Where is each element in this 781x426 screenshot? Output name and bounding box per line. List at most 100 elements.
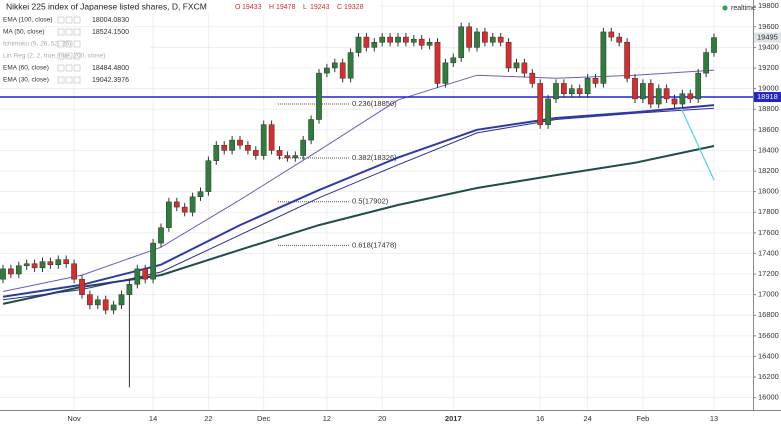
candle-body: [513, 62, 520, 69]
legend-icon: [65, 76, 73, 84]
candle-body: [529, 72, 536, 84]
candle-body: [616, 36, 623, 43]
candle-body: [347, 52, 354, 79]
candle-body: [663, 88, 670, 100]
candle-body: [624, 41, 630, 79]
candle-body: [545, 98, 551, 125]
candle-body: [47, 261, 54, 265]
candle-body: [308, 119, 314, 141]
legend-icon: [65, 52, 73, 60]
candle-body: [426, 41, 433, 46]
candle-body: [292, 155, 299, 158]
candle-body: [213, 145, 220, 161]
candle-body: [482, 31, 488, 43]
candle-body: [387, 36, 393, 43]
legend-row-bg: [0, 75, 150, 85]
candle-body: [355, 36, 362, 53]
candle-body: [8, 268, 14, 275]
candle-body: [576, 88, 583, 94]
ma-line: [2, 107, 715, 301]
legend-icon: [73, 76, 81, 84]
candle-body: [63, 259, 70, 264]
candle-body: [640, 83, 646, 100]
candle-body: [379, 36, 386, 43]
legend-name: EMA (60, close): [3, 65, 49, 72]
candle-body: [410, 38, 417, 43]
candle-body: [110, 304, 117, 311]
legend-row-bg: [0, 27, 150, 37]
candle-body: [166, 201, 172, 228]
hline-tag: [754, 92, 781, 103]
candle-body: [687, 93, 694, 100]
candle-body: [142, 268, 149, 280]
candle-body: [23, 263, 30, 267]
candle-body: [521, 62, 528, 74]
y-tick-label: 17800: [758, 207, 779, 216]
fib-label: 0.382(18326): [352, 153, 397, 162]
x-tick-label: 2017: [445, 414, 462, 423]
candle-body: [300, 139, 307, 156]
candle-body: [15, 265, 22, 275]
legend-hidden: Lin Reg (2, 2, true, true, 200, close): [3, 53, 105, 60]
candle-body: [150, 242, 156, 280]
x-tick-label: 20: [378, 414, 386, 423]
legend-icon: [73, 16, 81, 24]
status-dot: [722, 5, 728, 11]
y-tick-label: 17400: [758, 248, 779, 257]
last-price-tag: [754, 32, 781, 43]
legend-row-bg: [0, 39, 150, 49]
candle-body: [237, 139, 243, 146]
legend-row-bg: [0, 51, 150, 61]
x-tick-label: Nov: [67, 414, 81, 423]
y-tick-label: 18400: [758, 145, 779, 154]
candle-body: [442, 62, 449, 84]
y-tick-label: 16000: [758, 393, 779, 402]
candle-body: [252, 150, 259, 156]
fib-label: 0.5(17902): [352, 197, 389, 206]
candle-body: [245, 145, 251, 151]
candle-body: [497, 36, 504, 43]
x-tick-label: Feb: [636, 414, 649, 423]
legend-hidden: Ichimoku (9, 26, 52, 26): [3, 41, 71, 48]
ohlc-value: 19243: [310, 4, 330, 11]
x-tick-label: 22: [204, 414, 212, 423]
candle-body: [205, 160, 212, 192]
last-price-label: 19495: [757, 33, 778, 42]
candle-body: [55, 259, 62, 265]
candle-body: [102, 299, 109, 311]
candle-body: [695, 72, 702, 100]
legend-value: 18524.1500: [92, 29, 129, 36]
candle-body: [324, 67, 330, 74]
candle-body: [118, 294, 125, 306]
ohlc-value: 19478: [276, 4, 296, 11]
fib-label: 0.618(17478): [352, 240, 397, 249]
candle-body: [221, 145, 228, 151]
legend-bg: [0, 0, 380, 13]
ohlc-name: O: [235, 4, 241, 11]
candle-body: [126, 284, 133, 295]
legend-icon: [65, 40, 73, 48]
candle-body: [505, 41, 512, 69]
x-tick-label: 24: [583, 414, 591, 423]
candle-body: [450, 57, 457, 64]
y-tick-label: 18200: [758, 166, 779, 175]
legend-icon: [57, 40, 65, 48]
hline-label: 18918: [757, 92, 778, 101]
legend-icon: [57, 16, 65, 24]
legend-icon: [65, 64, 73, 72]
legend: Nikkei 225 index of Japanese listed shar…: [0, 0, 380, 85]
x-tick-label: Dec: [257, 414, 271, 423]
legend-icon: [57, 64, 65, 72]
y-tick-label: 17600: [758, 228, 779, 237]
candle-body: [181, 206, 188, 213]
candle-body: [434, 41, 441, 84]
candle-body: [561, 83, 567, 94]
legend-icon: [57, 76, 65, 84]
candle-body: [134, 268, 141, 285]
candle-body: [71, 263, 77, 280]
candle-body: [87, 294, 93, 306]
y-tick-label: 19400: [758, 42, 779, 51]
candle-body: [600, 31, 607, 84]
legend-icon: [73, 28, 81, 36]
